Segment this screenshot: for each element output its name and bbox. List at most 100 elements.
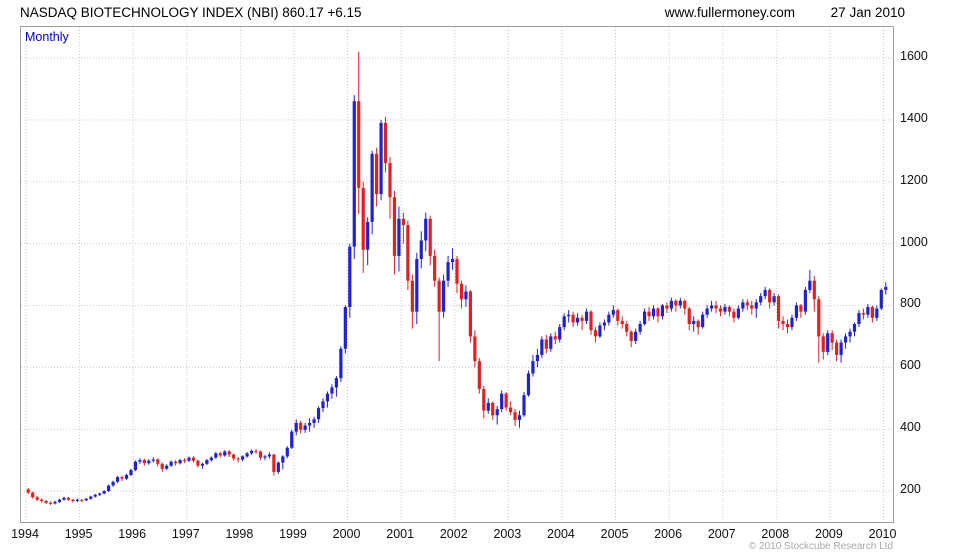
candle-body — [388, 163, 392, 198]
candle-body — [214, 453, 218, 458]
candle-body — [232, 454, 236, 459]
candle-body — [785, 324, 790, 328]
candle-body — [531, 361, 535, 374]
candle-body — [754, 302, 758, 309]
candle-body — [776, 296, 781, 321]
candle-body — [638, 324, 642, 332]
candle-body — [817, 299, 821, 337]
candle-body — [107, 485, 111, 492]
candlestick-chart — [21, 27, 893, 522]
candle-body — [93, 494, 97, 497]
candle-body — [857, 313, 861, 324]
candle-body — [366, 221, 370, 250]
candle-body — [634, 331, 638, 342]
candle-body — [696, 320, 700, 328]
candle-body — [258, 451, 263, 458]
candle-body — [718, 308, 723, 312]
candle-body — [522, 395, 526, 416]
y-tick-label: 800 — [900, 296, 921, 311]
candle-body — [415, 259, 419, 312]
candle-body — [727, 306, 732, 312]
candle-body — [736, 308, 740, 318]
candle-body — [428, 218, 432, 256]
candle-body — [759, 296, 763, 303]
x-tick-label: 1995 — [64, 527, 93, 541]
candle-body — [879, 289, 883, 309]
candle-body — [57, 499, 62, 502]
candle-body — [343, 306, 347, 349]
candle-body — [218, 453, 222, 456]
candle-body — [540, 339, 544, 355]
candle-body — [616, 310, 620, 321]
candle-body — [575, 317, 580, 323]
candle-body — [84, 498, 88, 501]
candle-body — [160, 463, 164, 469]
candle-body — [504, 393, 508, 408]
y-tick-label: 1600 — [900, 48, 928, 63]
candle-body — [294, 423, 298, 432]
x-tick-label: 2003 — [493, 527, 522, 541]
candle-body — [750, 305, 754, 309]
candle-body — [714, 305, 718, 309]
candle-body — [227, 451, 231, 455]
candle-body — [482, 388, 486, 411]
candle-body — [133, 461, 138, 471]
candle-body — [31, 492, 35, 498]
candle-body — [66, 497, 71, 500]
candle-body — [209, 457, 213, 461]
x-tick-label: 1997 — [171, 527, 200, 541]
candle-body — [701, 314, 705, 328]
candle-body — [276, 462, 280, 472]
candle-body — [477, 361, 481, 389]
candle-body — [124, 474, 129, 479]
candle-body — [839, 342, 843, 355]
candle-body — [357, 101, 361, 188]
candle-body — [508, 407, 513, 413]
x-tick-label: 2007 — [707, 527, 736, 541]
candle-body — [330, 387, 334, 394]
candle-body — [169, 461, 173, 466]
candle-body — [263, 456, 267, 458]
candle-body — [584, 311, 589, 321]
candle-body — [281, 456, 285, 463]
candle-body — [98, 493, 102, 495]
candle-body — [419, 240, 423, 260]
candle-body — [383, 122, 388, 164]
candle-body — [772, 296, 776, 303]
candle-body — [424, 218, 428, 241]
y-tick-label: 1400 — [900, 110, 928, 125]
candle-body — [290, 431, 294, 448]
candle-body — [678, 300, 682, 306]
candle-body — [138, 460, 142, 462]
chart-plot-area: Monthly — [20, 26, 894, 523]
candle-body — [35, 497, 39, 500]
candle-body — [629, 331, 633, 342]
candle-body — [379, 122, 383, 195]
candle-body — [593, 330, 598, 337]
candle-body — [821, 336, 825, 352]
candle-body — [866, 306, 870, 315]
candle-body — [40, 499, 44, 501]
candle-body — [200, 463, 205, 466]
candle-body — [299, 423, 303, 430]
candle-body — [705, 308, 709, 315]
candle-body — [884, 286, 888, 290]
candle-body — [861, 313, 866, 315]
candle-body — [687, 308, 691, 324]
candle-body — [741, 302, 745, 309]
candle-body — [120, 477, 124, 479]
candle-body — [464, 291, 468, 300]
candle-body — [375, 153, 379, 195]
candle-body — [245, 453, 249, 457]
x-tick-label: 1999 — [279, 527, 307, 541]
candle-body — [549, 336, 553, 349]
candle-body — [62, 497, 66, 500]
candle-body — [589, 311, 593, 331]
candle-body — [709, 305, 714, 309]
y-tick-label: 200 — [900, 482, 921, 497]
candle-body — [830, 333, 834, 343]
candle-body — [308, 423, 312, 426]
candle-body — [875, 308, 879, 318]
candle-body — [491, 402, 495, 416]
